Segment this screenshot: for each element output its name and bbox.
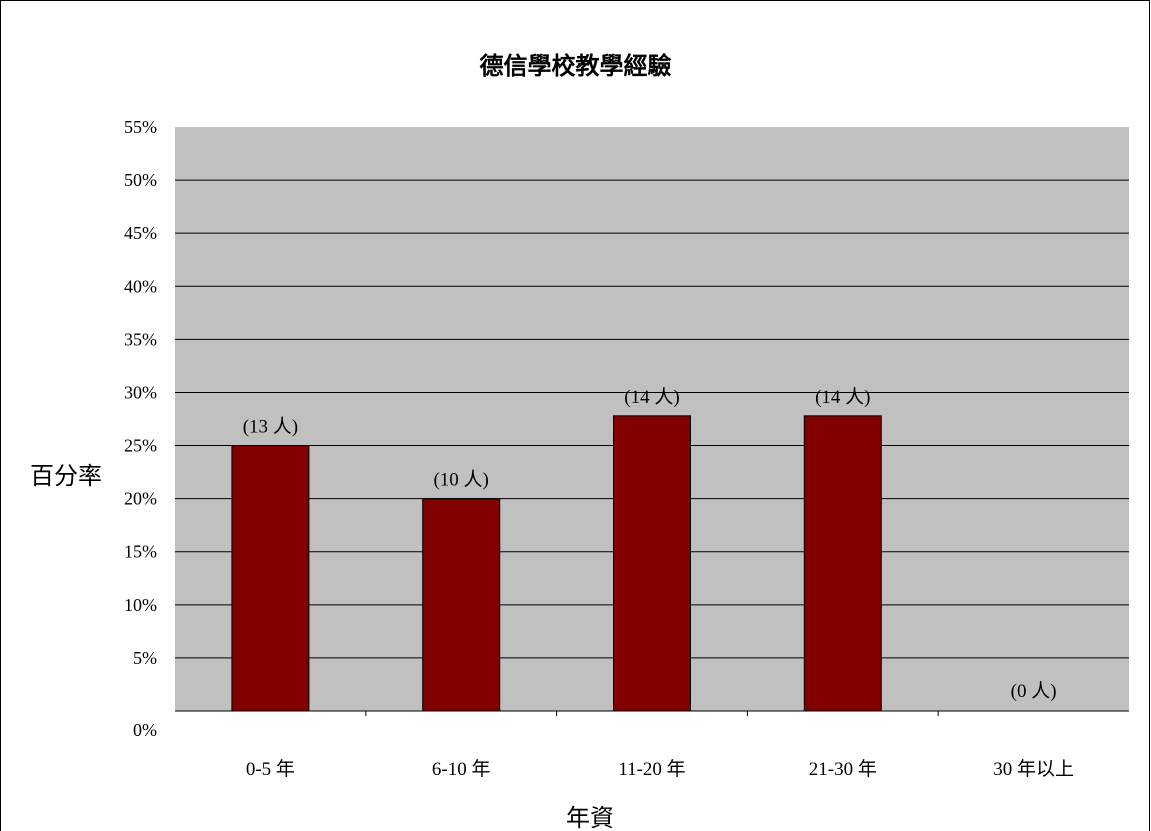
x-category-label: 11-20 年 bbox=[618, 758, 685, 780]
bar bbox=[613, 415, 691, 712]
gridlines bbox=[175, 179, 1129, 659]
x-axis-categories: 0-5 年 6-10 年 11-20 年 21-30 年 30 年以上 bbox=[246, 758, 1074, 780]
y-tick-label: 20% bbox=[124, 489, 157, 509]
y-tick-label: 50% bbox=[124, 170, 157, 190]
y-axis-ticks: 0% 5% 10% 15% 20% 25% 30% 35% 40% 45% 50% 55% bbox=[124, 117, 157, 740]
x-axis bbox=[175, 710, 1129, 716]
x-category-label: 6-10 年 bbox=[432, 758, 491, 780]
x-category-label: 0-5 年 bbox=[246, 758, 295, 780]
bar bbox=[422, 498, 501, 712]
bar-data-label: (14 人) bbox=[624, 386, 679, 408]
x-axis-label: 年資 bbox=[566, 805, 614, 831]
bar-data-label: (0 人) bbox=[1011, 680, 1057, 702]
data-labels: (13 人) (10 人) (14 人) (14 人) (0 人) bbox=[243, 386, 1057, 702]
y-tick-label: 40% bbox=[124, 276, 157, 296]
y-tick-label: 30% bbox=[124, 382, 157, 402]
y-axis-label: 百分率 bbox=[30, 463, 102, 490]
bar-data-label: (14 人) bbox=[815, 386, 870, 408]
bar-data-label: (10 人) bbox=[433, 469, 488, 491]
y-tick-label: 45% bbox=[124, 223, 157, 243]
bar bbox=[231, 445, 310, 712]
x-category-label: 21-30 年 bbox=[809, 758, 877, 780]
y-tick-label: 35% bbox=[124, 329, 157, 349]
y-tick-label: 25% bbox=[124, 436, 157, 456]
bar bbox=[803, 415, 882, 712]
bars bbox=[231, 415, 882, 712]
y-tick-label: 0% bbox=[133, 720, 157, 740]
bar-data-label: (13 人) bbox=[243, 416, 298, 438]
y-tick-label: 55% bbox=[124, 117, 157, 137]
y-tick-label: 5% bbox=[133, 648, 157, 668]
chart-title: 德信學校教學經驗 bbox=[479, 52, 672, 80]
y-tick-label: 10% bbox=[124, 595, 157, 615]
x-category-label: 30 年以上 bbox=[993, 758, 1074, 780]
y-tick-label: 15% bbox=[124, 542, 157, 562]
